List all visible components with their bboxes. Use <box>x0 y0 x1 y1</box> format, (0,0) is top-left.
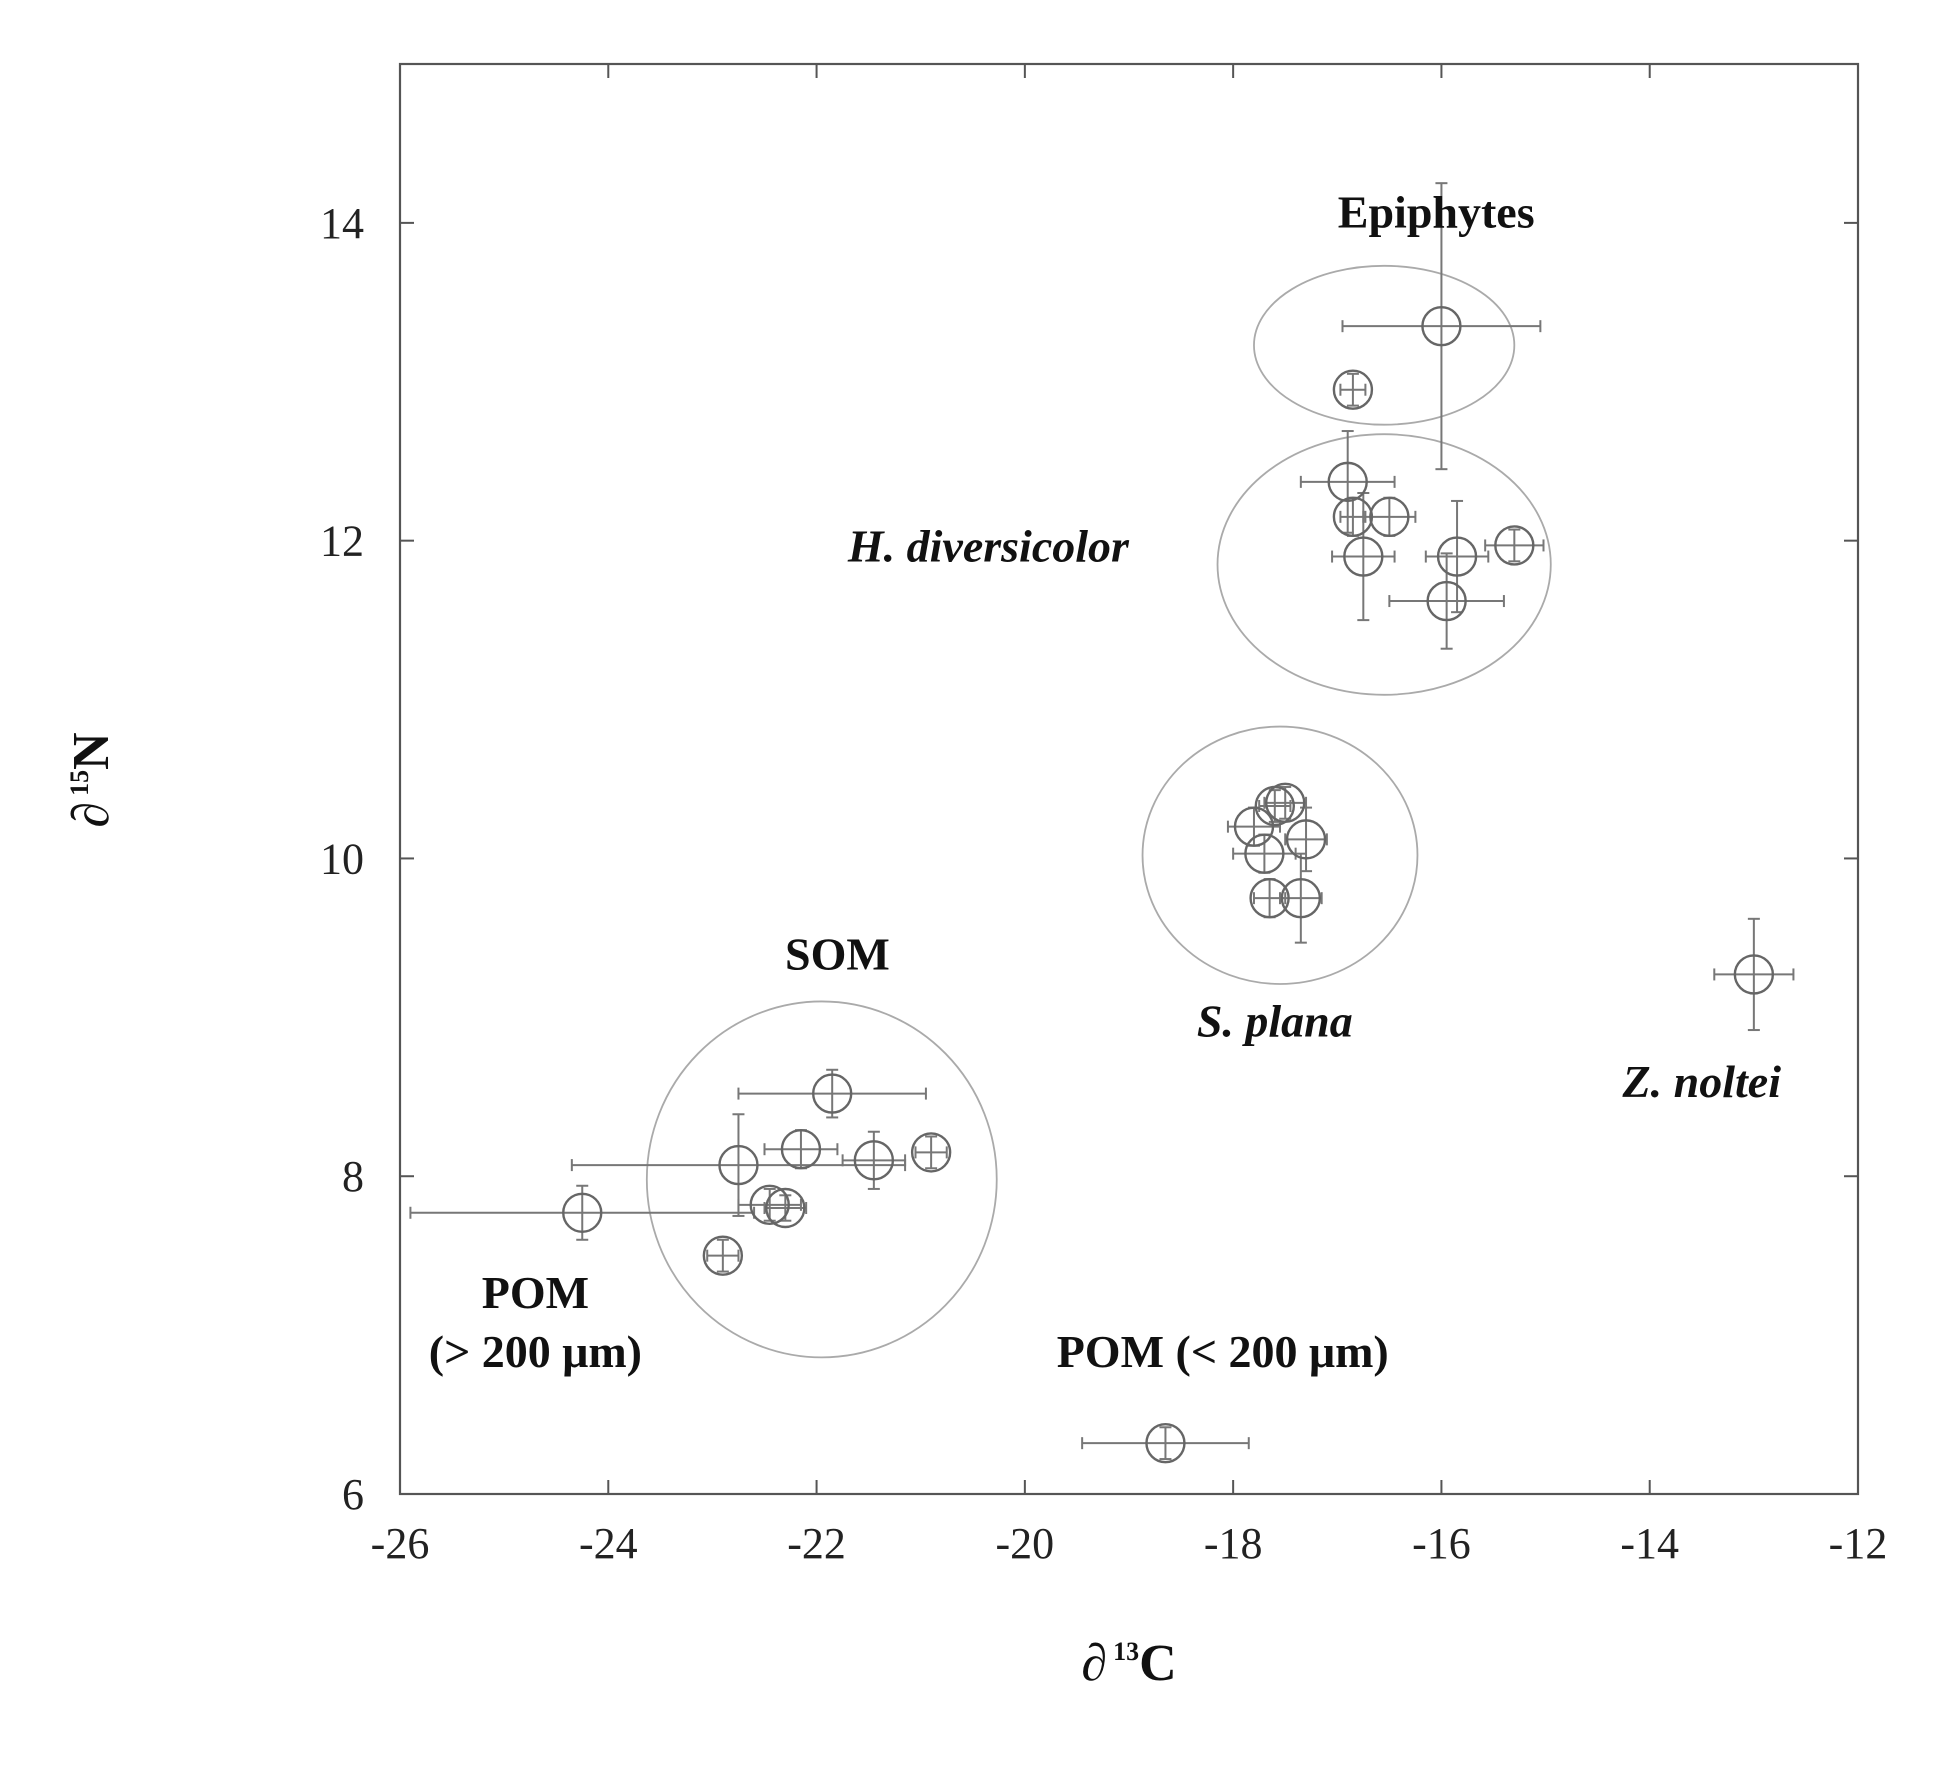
group-label-pom-200-m: POM (< 200 μm) <box>1057 1326 1389 1377</box>
data-point-s-plana <box>1254 785 1296 827</box>
data-point-som <box>749 1184 790 1226</box>
data-point-s-plana <box>1244 833 1285 874</box>
group-label-200-m: (> 200 μm) <box>429 1326 642 1377</box>
tick-labels: -26 -24 -22 -20 -18 -16 -14 -12 6 8 10 12 14 <box>320 199 1887 1568</box>
y-axis-title: ∂15N <box>63 732 120 827</box>
data-point-som <box>811 1073 853 1114</box>
group-label-s-plana: S. plana <box>1197 995 1353 1046</box>
data-point-z-noltei <box>1733 954 1775 995</box>
data-point-h-diversicolor <box>1327 461 1368 503</box>
data-point-s-plana <box>1249 877 1290 919</box>
data-point-epiphytes <box>1332 369 1374 410</box>
group-label-z-noltei: Z. noltei <box>1622 1056 1782 1107</box>
data-point-pom-200-m <box>1145 1422 1186 1464</box>
x-tick-label: -18 <box>1204 1519 1263 1568</box>
y-tick-label: 6 <box>342 1470 364 1519</box>
x-tick-label: -24 <box>579 1519 638 1568</box>
x-tick-label: -26 <box>371 1519 430 1568</box>
data-point-s-plana <box>1233 806 1275 847</box>
axis-ticks <box>399 64 1859 1495</box>
data-point-pom-200-m <box>718 1144 759 1186</box>
data-point-pom-200-m <box>562 1192 603 1233</box>
data-point-h-diversicolor <box>1343 536 1384 577</box>
data-points <box>562 305 1775 1464</box>
cluster-h-diversicolor <box>1216 433 1552 696</box>
data-point-epiphytes <box>1421 305 1462 347</box>
data-point-som <box>765 1187 806 1229</box>
group-label-pom: POM <box>482 1267 589 1318</box>
data-point-som <box>780 1129 822 1170</box>
data-point-h-diversicolor <box>1332 496 1374 538</box>
cluster-epiphytes <box>1253 264 1516 426</box>
cluster-ellipses <box>645 264 1552 1359</box>
x-tick-label: -14 <box>1620 1519 1679 1568</box>
group-label-som: SOM <box>785 929 890 980</box>
group-labels: Epiphytes H. diversicolor S. plana Z. nolte… <box>429 187 1781 1377</box>
data-point-h-diversicolor <box>1426 580 1467 622</box>
data-point-h-diversicolor <box>1436 536 1478 577</box>
y-tick-label: 8 <box>342 1152 364 1201</box>
data-point-s-plana <box>1280 877 1322 919</box>
data-point-som <box>910 1132 952 1173</box>
data-point-h-diversicolor <box>1369 496 1410 538</box>
x-tick-label: -16 <box>1412 1519 1471 1568</box>
group-label-epiphytes: Epiphytes <box>1338 187 1535 238</box>
plot-frame <box>398 62 1860 1496</box>
y-tick-label: 12 <box>320 517 364 566</box>
cluster-s-plana <box>1141 725 1419 985</box>
x-axis-title: ∂ 13C <box>1081 1635 1176 1692</box>
cluster-som <box>645 1000 998 1359</box>
y-tick-label: 14 <box>320 199 364 248</box>
y-tick-label: 10 <box>320 834 364 883</box>
x-tick-label: -22 <box>787 1519 846 1568</box>
data-point-s-plana <box>1285 819 1327 860</box>
x-tick-label: -20 <box>996 1519 1055 1568</box>
x-tick-label: -12 <box>1829 1519 1888 1568</box>
error-bars <box>409 182 1795 1461</box>
group-label-h-diversicolor: H. diversicolor <box>847 520 1130 571</box>
data-point-som <box>853 1140 895 1181</box>
data-point-h-diversicolor <box>1494 525 1535 566</box>
data-point-som <box>702 1235 744 1276</box>
